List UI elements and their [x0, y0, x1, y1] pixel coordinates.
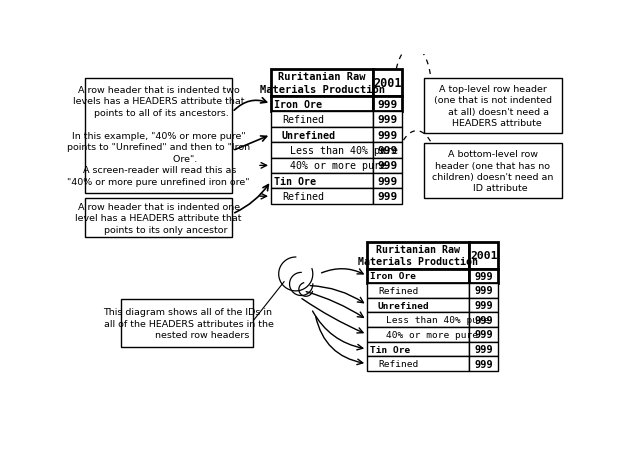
Bar — [373, 189, 402, 204]
Bar — [367, 342, 469, 357]
Bar — [85, 199, 232, 238]
Text: 999: 999 — [474, 330, 493, 339]
Text: Ruritanian Raw
Materials Production: Ruritanian Raw Materials Production — [260, 72, 384, 95]
Bar — [367, 298, 469, 313]
Text: A row header that is indented one
level has a HEADERS attribute that
     points: A row header that is indented one level … — [76, 202, 242, 234]
Text: 999: 999 — [474, 315, 493, 325]
Bar — [367, 313, 469, 327]
Bar — [367, 269, 469, 283]
Bar — [469, 242, 498, 269]
Bar — [85, 78, 232, 194]
Text: This diagram shows all of the IDs in
 all of the HEADERS attributes in the
     : This diagram shows all of the IDs in all… — [101, 308, 273, 339]
Text: Iron Ore: Iron Ore — [274, 100, 322, 110]
Bar — [423, 144, 561, 199]
Text: Less than 40% pure: Less than 40% pure — [290, 146, 398, 156]
Text: 999: 999 — [474, 271, 493, 281]
Bar — [469, 313, 498, 327]
Text: Unrefined: Unrefined — [378, 301, 430, 310]
Bar — [271, 189, 373, 204]
Bar — [373, 143, 402, 158]
Text: 999: 999 — [377, 130, 398, 140]
Bar — [373, 97, 402, 112]
Text: Less than 40% pure: Less than 40% pure — [386, 316, 489, 324]
Text: A row header that is indented two
levels has a HEADERS attribute that
  points t: A row header that is indented two levels… — [67, 86, 250, 186]
Text: A top-level row header
(one that is not indented
    at all) doesn't need a
   H: A top-level row header (one that is not … — [433, 85, 552, 128]
Text: Tin Ore: Tin Ore — [370, 345, 410, 354]
Text: 999: 999 — [377, 192, 398, 202]
Bar — [423, 78, 561, 134]
Bar — [122, 300, 253, 347]
Text: Unrefined: Unrefined — [282, 130, 336, 140]
Text: 999: 999 — [474, 286, 493, 296]
Bar — [373, 158, 402, 174]
Text: Iron Ore: Iron Ore — [370, 272, 416, 281]
Text: 999: 999 — [474, 359, 493, 369]
Text: Ruritanian Raw
Materials Production: Ruritanian Raw Materials Production — [358, 244, 478, 267]
Text: Refined: Refined — [378, 359, 418, 369]
Bar — [271, 70, 373, 97]
Text: 40% or more pure: 40% or more pure — [386, 330, 478, 339]
Text: Refined: Refined — [282, 192, 324, 202]
Bar — [469, 327, 498, 342]
Bar — [367, 357, 469, 371]
Text: 999: 999 — [377, 115, 398, 125]
Text: 2001: 2001 — [470, 251, 498, 261]
Text: 2001: 2001 — [374, 77, 402, 90]
Text: Refined: Refined — [378, 286, 418, 295]
Text: Refined: Refined — [282, 115, 324, 125]
Bar — [469, 342, 498, 357]
Bar — [373, 70, 402, 97]
Bar — [367, 242, 469, 269]
Text: A bottom-level row
header (one that has no
children) doesn't need an
     ID att: A bottom-level row header (one that has … — [432, 150, 553, 193]
Bar — [367, 327, 469, 342]
Bar — [469, 269, 498, 283]
Bar — [271, 143, 373, 158]
Text: 999: 999 — [474, 300, 493, 310]
Bar — [271, 158, 373, 174]
Bar — [271, 112, 373, 127]
Text: 999: 999 — [377, 100, 398, 110]
Bar — [271, 127, 373, 143]
Text: Tin Ore: Tin Ore — [274, 177, 316, 187]
Bar — [367, 283, 469, 298]
Bar — [469, 357, 498, 371]
Bar — [373, 127, 402, 143]
Bar — [373, 174, 402, 189]
Text: 40% or more pure: 40% or more pure — [290, 161, 386, 171]
Bar — [373, 112, 402, 127]
Text: 999: 999 — [474, 344, 493, 354]
Bar — [271, 174, 373, 189]
Bar — [271, 97, 373, 112]
Text: 999: 999 — [377, 146, 398, 156]
Text: 999: 999 — [377, 161, 398, 171]
Text: 999: 999 — [377, 177, 398, 187]
Bar — [469, 298, 498, 313]
Bar — [469, 283, 498, 298]
